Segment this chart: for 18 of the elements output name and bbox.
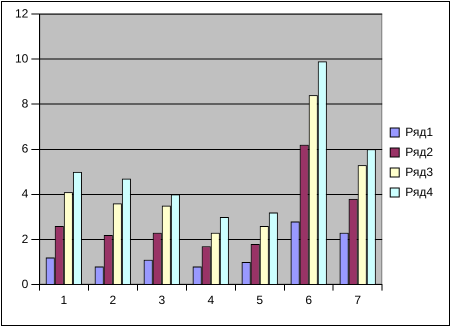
x-tick-label: 2 [109,293,116,308]
legend-label: Ряд4 [405,184,434,199]
legend-label: Ряд2 [405,144,434,159]
x-tick-label: 4 [207,293,214,308]
y-tick-label: 12 [14,6,29,20]
y-tick-label: 8 [22,96,29,111]
x-tick-label: 6 [305,293,312,308]
y-tick-label: 4 [22,186,29,201]
legend-label: Ряд1 [405,124,434,139]
y-tick-label: 2 [22,232,29,246]
y-tick-label: 0 [22,276,29,291]
x-tick-label: 5 [256,293,264,308]
legend-label: Ряд3 [405,164,434,179]
y-tick-label: 10 [14,51,29,66]
x-tick-label: 1 [60,293,68,308]
y-tick-label: 6 [22,142,29,156]
x-tick-label: 3 [158,293,166,308]
x-tick-label: 7 [354,293,362,308]
